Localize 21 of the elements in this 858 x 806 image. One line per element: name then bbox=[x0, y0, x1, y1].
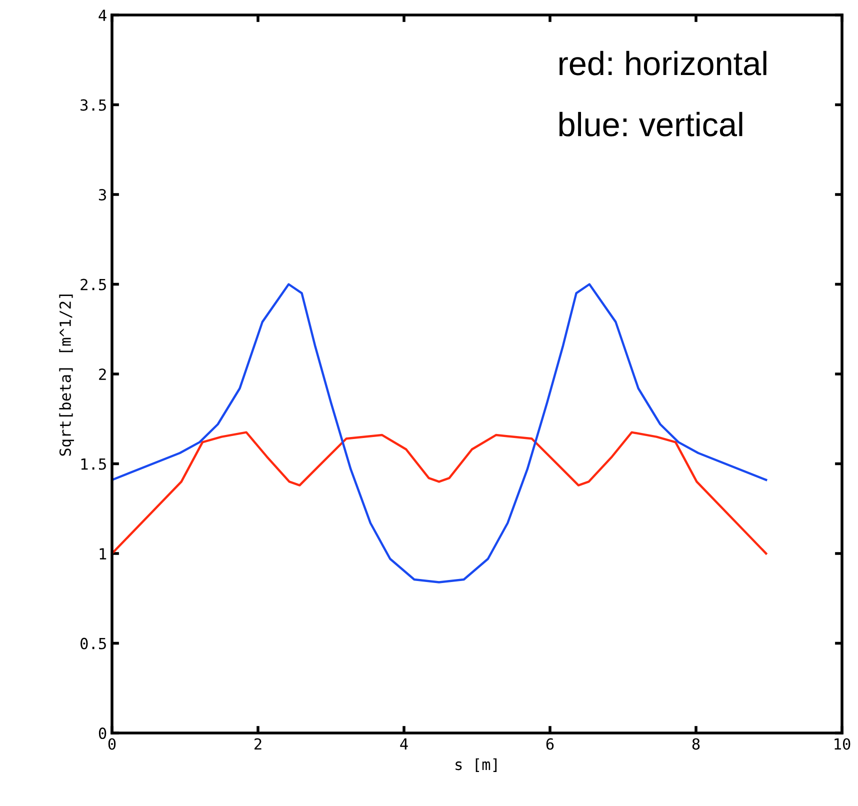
x-tick-label: 4 bbox=[400, 738, 408, 750]
x-tick-label: 0 bbox=[108, 738, 116, 750]
line-series bbox=[112, 431, 768, 555]
y-tick-label: 2.5 bbox=[80, 278, 106, 290]
y-tick-label: 0 bbox=[98, 728, 106, 740]
y-tick-label: 4 bbox=[98, 10, 106, 21]
y-tick-label: 1 bbox=[100, 548, 106, 560]
annotation: red: horizontal bbox=[560, 50, 766, 76]
x-axis-title: s [m] bbox=[456, 758, 497, 772]
line-series bbox=[112, 283, 768, 584]
y-axis-title: Sqrt[beta] [m^1/2] bbox=[59, 294, 74, 456]
x-tick-label: 10 bbox=[834, 738, 850, 750]
annotation: blue: vertical bbox=[559, 112, 742, 136]
y-tick-label: 1.5 bbox=[81, 458, 106, 470]
y-tick-label: 3 bbox=[98, 189, 106, 201]
x-tick-label: 6 bbox=[546, 738, 554, 750]
y-tick-label: 2 bbox=[99, 368, 106, 380]
y-tick-label: 0.5 bbox=[80, 638, 106, 650]
x-tick-label: 8 bbox=[692, 738, 700, 750]
y-tick-label: 3.5 bbox=[80, 99, 106, 111]
x-tick-label: 2 bbox=[254, 738, 262, 750]
